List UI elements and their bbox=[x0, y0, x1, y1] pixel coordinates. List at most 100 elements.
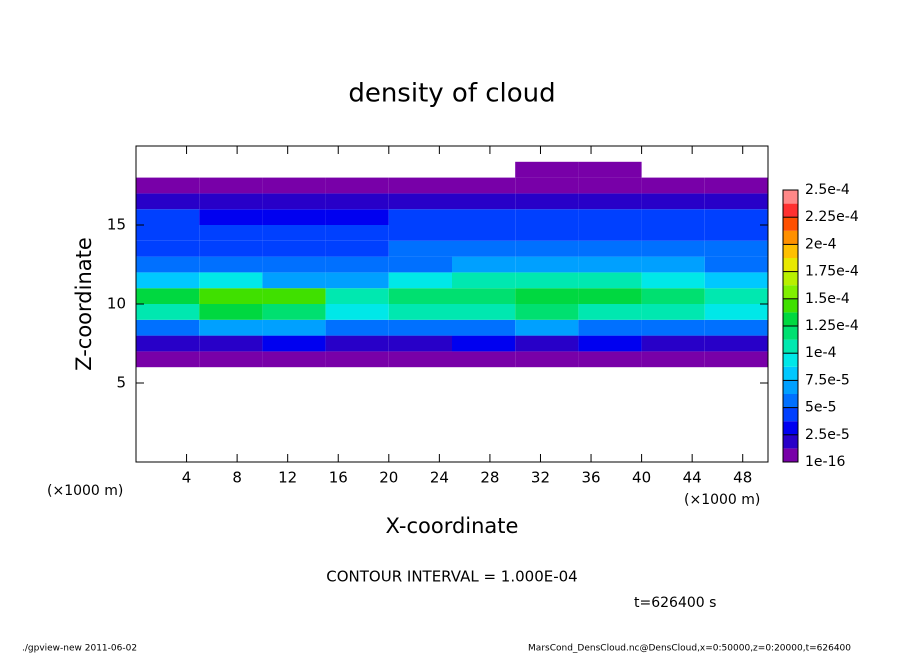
cell bbox=[578, 272, 642, 289]
colorbar-box bbox=[783, 407, 798, 422]
colorbar-label: 1.25e-4 bbox=[805, 318, 859, 334]
colorbar-box bbox=[783, 380, 798, 394]
cell bbox=[199, 240, 263, 257]
cell bbox=[325, 288, 389, 304]
cell bbox=[515, 351, 579, 368]
cell bbox=[262, 288, 326, 304]
cell bbox=[452, 335, 516, 352]
colorbar-box bbox=[783, 244, 798, 258]
colorbar-box bbox=[783, 203, 798, 218]
colorbar-box bbox=[783, 448, 798, 462]
cell bbox=[641, 272, 705, 289]
cell bbox=[199, 335, 263, 352]
cell bbox=[388, 209, 452, 225]
colorbar-box bbox=[783, 326, 798, 340]
cell bbox=[262, 272, 326, 289]
cell bbox=[199, 177, 263, 194]
cell bbox=[452, 240, 516, 257]
colorbar-box bbox=[783, 366, 798, 381]
cell bbox=[704, 240, 768, 257]
cell bbox=[452, 319, 516, 336]
cell bbox=[704, 272, 768, 289]
colorbar-box bbox=[783, 394, 798, 408]
cell bbox=[578, 351, 642, 368]
cell bbox=[704, 193, 768, 210]
cell bbox=[325, 351, 389, 368]
cell bbox=[325, 335, 389, 352]
x-tick-label: 4 bbox=[182, 469, 192, 487]
footer: ./gpview-new 2011-06-02 bbox=[22, 644, 137, 654]
colorbar-label: 7.5e-5 bbox=[805, 372, 850, 388]
cell bbox=[136, 351, 200, 368]
cell bbox=[325, 304, 389, 320]
cell bbox=[641, 335, 705, 352]
cell bbox=[641, 177, 705, 194]
cell bbox=[388, 240, 452, 257]
cell bbox=[199, 272, 263, 289]
cell bbox=[325, 240, 389, 257]
colorbar-label: 1.75e-4 bbox=[805, 264, 859, 280]
colorbar-label: 1e-16 bbox=[805, 454, 845, 470]
cell bbox=[704, 304, 768, 320]
cell bbox=[578, 304, 642, 320]
colorbar-box bbox=[783, 421, 798, 435]
cell bbox=[388, 335, 452, 352]
footer: MarsCond_DensCloud.nc@DensCloud,x=0:5000… bbox=[528, 644, 851, 654]
colorbar-box bbox=[783, 285, 798, 299]
cell bbox=[136, 177, 200, 194]
x-tick-label: 40 bbox=[632, 469, 651, 487]
cell bbox=[136, 335, 200, 352]
colorbar-box bbox=[783, 312, 798, 326]
cell bbox=[641, 288, 705, 304]
cell bbox=[641, 193, 705, 210]
cell bbox=[388, 256, 452, 273]
cell bbox=[452, 304, 516, 320]
cell bbox=[578, 209, 642, 225]
colorbar-box bbox=[783, 353, 798, 367]
cell bbox=[452, 288, 516, 304]
cell bbox=[262, 225, 326, 241]
y-tick-label: 15 bbox=[107, 216, 126, 234]
cell bbox=[515, 319, 579, 336]
colorbar-box bbox=[783, 339, 798, 354]
cell bbox=[388, 351, 452, 368]
unit-label: (×1000 m) bbox=[684, 492, 760, 508]
cell bbox=[136, 272, 200, 289]
cell bbox=[262, 319, 326, 336]
cell bbox=[515, 288, 579, 304]
cell bbox=[704, 225, 768, 241]
cell bbox=[641, 319, 705, 336]
cell bbox=[199, 225, 263, 241]
colorbar-label: 1e-4 bbox=[805, 345, 837, 361]
cell bbox=[136, 256, 200, 273]
chart-title: density of cloud bbox=[348, 79, 555, 109]
x-tick-label: 28 bbox=[480, 469, 499, 487]
x-tick-label: 24 bbox=[430, 469, 449, 487]
cell bbox=[641, 304, 705, 320]
cell bbox=[578, 256, 642, 273]
y-tick-label: 5 bbox=[116, 374, 126, 392]
colorbar-label: 2.5e-5 bbox=[805, 427, 850, 443]
x-tick-label: 12 bbox=[278, 469, 297, 487]
cell bbox=[199, 319, 263, 336]
cell bbox=[515, 193, 579, 210]
cell bbox=[578, 240, 642, 257]
x-tick-label: 36 bbox=[581, 469, 600, 487]
cell bbox=[578, 319, 642, 336]
cell bbox=[325, 209, 389, 225]
colorbar-box bbox=[783, 190, 798, 204]
cell bbox=[641, 240, 705, 257]
x-tick-label: 48 bbox=[733, 469, 752, 487]
x-tick-label: 16 bbox=[329, 469, 348, 487]
colorbar-box bbox=[783, 298, 798, 313]
cell bbox=[578, 161, 642, 178]
cell bbox=[388, 177, 452, 194]
cell bbox=[578, 193, 642, 210]
cell bbox=[388, 288, 452, 304]
cell bbox=[704, 209, 768, 225]
cell bbox=[515, 209, 579, 225]
y-axis-label: Z-coordinate bbox=[72, 237, 96, 371]
colorbar-label: 1.5e-4 bbox=[805, 291, 850, 307]
x-tick-label: 8 bbox=[232, 469, 242, 487]
y-tick-label: 10 bbox=[107, 295, 126, 313]
